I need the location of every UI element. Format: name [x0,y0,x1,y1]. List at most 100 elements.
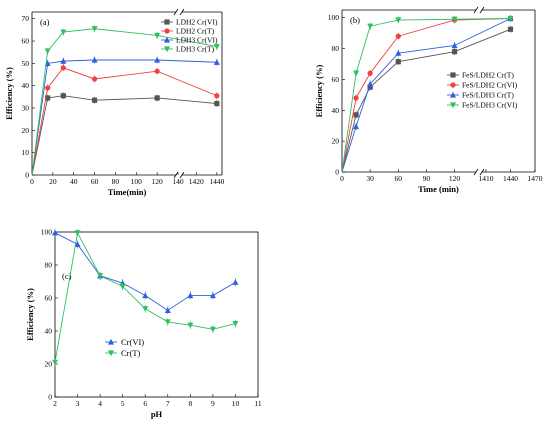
x-tick-label: 30 [366,174,374,183]
x-tick-label: 40 [70,177,78,186]
y-tick-label: 80 [332,44,340,53]
y-tick-label: 0 [335,168,339,177]
series-line [31,59,217,176]
chart-panel-a: 0 10 20 30 40 50 60 70 0 20 40 60 80 100 120 140 1420 144… [4,8,225,197]
series-line [341,18,511,173]
x-tick-label: 8 [188,399,192,408]
x-tick-label: 60 [91,177,99,186]
data-point [44,48,51,55]
data-point [232,320,239,327]
data-point [154,56,161,63]
data-point [60,65,66,71]
y-axis-label: Efficiency (%) [314,65,324,118]
x-tick-label: 1440 [503,174,518,183]
data-point [395,59,401,65]
data-point [232,279,239,285]
data-point [353,95,359,101]
x-tick-label: 90 [423,174,431,183]
data-point [353,112,359,118]
y-tick-label: 100 [328,13,340,22]
data-point [213,44,220,50]
data-point [142,306,149,312]
data-point [507,15,514,22]
data-point [164,307,171,313]
legend-marker [108,338,114,345]
x-tick-label: 5 [121,399,125,408]
y-axis-label: Efficiency (%) [4,67,14,120]
x-axis-label: Time(min) [108,187,147,197]
series-line [341,28,511,173]
x-tick-label: 6 [143,399,147,408]
data-point [209,326,216,333]
data-point [97,273,104,279]
x-tick-label: 10 [232,399,240,408]
legend-entry: LDH2 Cr(T) [176,27,215,36]
y-tick-label: 40 [45,327,53,336]
y-tick-label: 40 [332,106,340,115]
x-tick-label: 1410 [479,174,494,183]
x-axis-label: Time (min) [418,184,459,194]
y-tick-label: 70 [22,14,30,23]
axis-break-mark [173,171,179,179]
legend-marker [450,102,456,109]
legend-marker [164,28,170,34]
data-point [60,29,67,36]
data-point [367,80,374,87]
y-tick-label: 20 [332,137,340,146]
data-point [91,76,98,82]
data-point [367,23,374,30]
data-point [91,97,98,103]
y-tick-label: 40 [22,81,30,90]
data-point [154,95,160,101]
data-point [451,42,458,49]
series-line [31,95,217,176]
data-point [74,241,81,247]
x-axis-label: pH [151,409,163,419]
data-point [142,292,149,299]
x-tick-label: 11 [254,399,261,408]
axis-break-mark [473,6,479,14]
data-point [52,229,58,236]
y-tick-label: 30 [22,104,30,113]
data-point [451,49,458,55]
axis-break-mark [473,168,479,176]
x-tick-label: 4 [98,399,102,408]
legend-entry: FeS/LDH3 Cr(T) [462,91,514,100]
legend-entry: Cr(VI) [121,337,144,347]
chart-panel-b: 0 20 40 60 80 100 0 30 60 90 120 1410 1440 1470 Time (… [314,6,543,194]
x-tick-label: 80 [112,177,120,186]
legend-entry: FeS/LDH3 Cr(VI) [462,101,518,110]
y-tick-label: 20 [22,126,30,135]
x-tick-label: 1420 [189,177,204,186]
y-tick-label: 10 [22,148,30,157]
chart-panel-c: 0 20 40 60 80 100 2 3 4 5 6 7 8 9 10 11 pH Efficiency (%)… [25,228,262,420]
data-point [353,70,360,77]
data-point [119,283,126,290]
data-point [187,292,194,299]
x-tick-label: 20 [49,177,57,186]
x-tick-label: 140 [172,177,184,186]
y-tick-label: 100 [41,228,53,237]
legend-entry: LDH2 Cr(VI) [176,18,218,27]
axis-break-mark [479,168,485,176]
legend-marker [108,350,114,357]
data-point [45,95,51,101]
legend-entry: FeS/LDH2 Cr(VI) [462,81,518,90]
panel-label: (c) [62,271,72,281]
data-point [367,70,373,76]
legend-marker [450,82,456,88]
legend-entry: LDH3 Cr(T) [176,45,215,54]
legend-entry: LDH3 Cr(VI) [176,36,218,45]
data-point [213,59,220,65]
legend-marker [164,46,170,53]
x-tick-label: 7 [166,399,170,408]
data-point [395,50,402,56]
data-point [214,100,220,107]
x-tick-label: 120 [152,177,164,186]
data-point [91,56,98,63]
legend-marker [164,36,170,43]
x-tick-label: 1440 [209,177,224,186]
data-point [60,93,66,99]
y-tick-label: 60 [45,294,53,303]
y-tick-label: 0 [48,393,52,402]
